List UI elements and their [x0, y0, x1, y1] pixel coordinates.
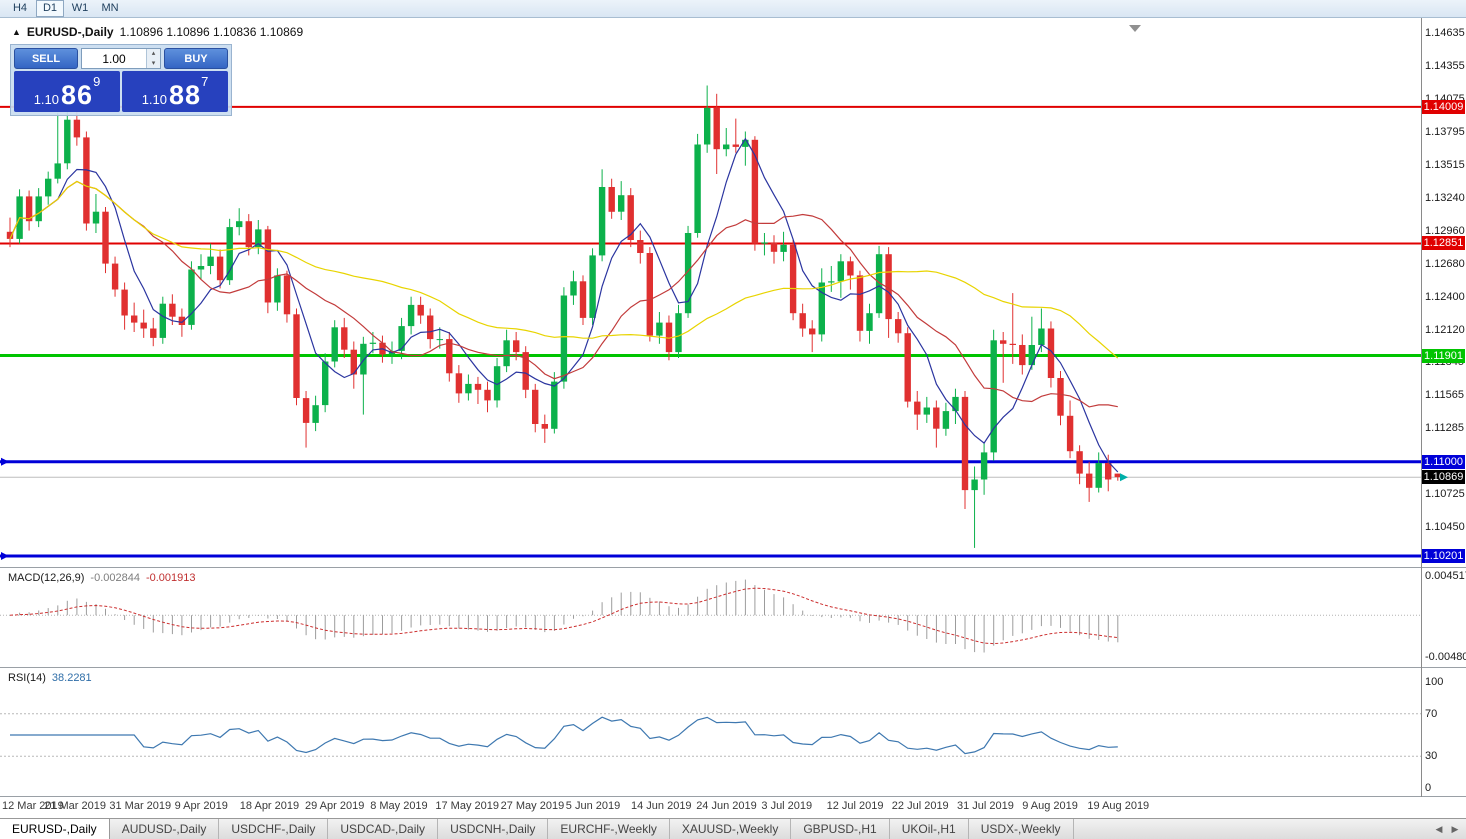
price-tick-label: 1.10725 — [1425, 488, 1465, 501]
buy-price-pip: 7 — [201, 74, 209, 89]
chart-tab-usdcnh-daily[interactable]: USDCNH-,Daily — [438, 819, 549, 839]
macd-indicator-chart[interactable] — [0, 568, 1421, 667]
chart-tab-audusd-daily[interactable]: AUDUSD-,Daily — [110, 819, 220, 839]
macd-axis-min-label: -0.004806 — [1425, 651, 1466, 663]
ohlc-values: 1.10896 1.10896 1.10836 1.10869 — [119, 25, 304, 39]
volume-box: ▴ ▾ — [81, 48, 161, 69]
panel-separator-rsi[interactable] — [0, 667, 1466, 668]
volume-input[interactable] — [82, 49, 146, 68]
rsi-label: RSI(14) 38.2281 — [8, 672, 92, 684]
rsi-indicator-chart[interactable] — [0, 668, 1421, 796]
buy-price-big: 88 — [169, 80, 202, 110]
level-price-label: 1.10201 — [1422, 549, 1465, 564]
timeframe-button-mn[interactable]: MN — [101, 2, 119, 14]
rsi-value: 38.2281 — [51, 672, 92, 684]
macd-main-value: -0.002844 — [90, 572, 140, 584]
chart-tab-ukoil-h1[interactable]: UKOil-,H1 — [890, 819, 969, 839]
price-tick-label: 1.14355 — [1425, 60, 1465, 73]
buy-button[interactable]: BUY — [164, 48, 228, 69]
price-tick-label: 1.13240 — [1425, 191, 1465, 204]
sell-price-big: 86 — [61, 80, 94, 110]
date-tick-label: 9 Apr 2019 — [174, 800, 228, 812]
price-tick-label: 1.12120 — [1425, 323, 1465, 336]
volume-decrease-button[interactable]: ▾ — [147, 58, 160, 68]
price-tick-label: 1.10450 — [1425, 520, 1465, 533]
date-tick-label: 8 May 2019 — [370, 800, 428, 812]
date-tick-label: 9 Aug 2019 — [1022, 800, 1078, 812]
panel-separator-macd[interactable] — [0, 567, 1466, 568]
buy-price-base: 1.10 — [141, 92, 168, 107]
timeframe-toolbar: H4 D1 W1 MN — [0, 0, 1466, 18]
date-tick-label: 31 Jul 2019 — [957, 800, 1014, 812]
panel-separator-dates — [0, 796, 1466, 797]
price-tick-label: 1.11285 — [1425, 422, 1464, 435]
date-tick-label: 12 Mar 2019 — [2, 800, 64, 812]
tabs-scroll-left-icon[interactable]: ◀ — [1435, 823, 1443, 834]
rsi-axis-label: 70 — [1425, 707, 1438, 720]
rsi-name: RSI(14) — [8, 672, 46, 684]
chart-tab-usdchf-daily[interactable]: USDCHF-,Daily — [219, 819, 329, 839]
date-tick-label: 31 Mar 2019 — [109, 800, 172, 812]
price-tick-label: 1.12680 — [1425, 257, 1465, 270]
sell-price-display[interactable]: 1.10 86 9 — [14, 71, 120, 112]
date-tick-label: 14 Jun 2019 — [631, 800, 692, 812]
timeframe-button-d1[interactable]: D1 — [36, 0, 64, 17]
timeframe-button-w1[interactable]: W1 — [71, 2, 89, 14]
timeframe-button-h4[interactable]: H4 — [12, 2, 28, 14]
date-tick-label: 19 Aug 2019 — [1087, 800, 1150, 812]
rsi-axis-label: 30 — [1425, 750, 1438, 763]
macd-label: MACD(12,26,9) -0.002844 -0.001913 — [8, 572, 196, 584]
date-tick-label: 12 Jul 2019 — [826, 800, 884, 812]
price-tick-label: 1.14635 — [1425, 27, 1465, 40]
price-tick-label: 1.12960 — [1425, 224, 1465, 237]
level-price-label: 1.11000 — [1422, 454, 1465, 469]
level-price-label: 1.12851 — [1422, 236, 1465, 251]
price-tick-label: 1.12400 — [1425, 290, 1465, 303]
chart-tab-gbpusd-h1[interactable]: GBPUSD-,H1 — [791, 819, 890, 839]
price-tick-label: 1.13795 — [1425, 126, 1465, 139]
date-tick-label: 29 Apr 2019 — [305, 800, 365, 812]
rsi-axis-label: 100 — [1425, 676, 1444, 688]
macd-axis-max-label: 0.004517 — [1425, 570, 1466, 582]
date-tick-label: 24 Jun 2019 — [696, 800, 757, 812]
symbol-period-label: EURUSD-,Daily — [26, 25, 114, 39]
sell-button[interactable]: SELL — [14, 48, 78, 69]
current-price-label: 1.10869 — [1422, 470, 1465, 485]
chart-tab-usdcad-daily[interactable]: USDCAD-,Daily — [328, 819, 439, 839]
price-tick-label: 1.13515 — [1425, 159, 1465, 172]
sell-price-base: 1.10 — [33, 92, 60, 107]
main-price-chart[interactable] — [0, 19, 1421, 567]
one-click-trading-panel: SELL ▴ ▾ BUY 1.10 86 9 1.10 88 7 — [10, 44, 232, 116]
sell-price-pip: 9 — [93, 74, 101, 89]
collapse-panel-icon[interactable]: ▲ — [12, 27, 21, 37]
date-axis[interactable]: 12 Mar 2019 21 Mar 2019 31 Mar 2019 9 Apr 2… — [0, 797, 1466, 817]
chart-tabs: EURUSD-,Daily AUDUSD-,Daily USDCHF-,Daily U… — [0, 819, 1074, 839]
level-price-label: 1.14009 — [1422, 99, 1465, 114]
date-tick-label: 3 Jul 2019 — [761, 800, 813, 812]
date-tick-label: 5 Jun 2019 — [565, 800, 621, 812]
date-tick-label: 18 Apr 2019 — [239, 800, 300, 812]
buy-price-display[interactable]: 1.10 88 7 — [122, 71, 228, 112]
rsi-axis-label: 0 — [1425, 782, 1432, 794]
chart-tab-usdx-weekly[interactable]: USDX-,Weekly — [969, 819, 1074, 839]
macd-name: MACD(12,26,9) — [8, 572, 85, 584]
macd-signal-value: -0.001913 — [145, 572, 196, 584]
chart-tab-bar: EURUSD-,Daily AUDUSD-,Daily USDCHF-,Daily U… — [0, 818, 1466, 839]
date-tick-label: 22 Jul 2019 — [891, 800, 949, 812]
tabs-scroll-right-icon[interactable]: ▶ — [1451, 823, 1459, 834]
level-price-label: 1.11901 — [1422, 348, 1465, 363]
date-tick-label: 17 May 2019 — [435, 800, 499, 812]
volume-increase-button[interactable]: ▴ — [147, 49, 160, 59]
chart-tab-eurusd-daily[interactable]: EURUSD-,Daily — [0, 819, 110, 839]
date-tick-label: 21 Mar 2019 — [44, 800, 106, 812]
chart-title: ▲ EURUSD-,Daily 1.10896 1.10896 1.10836 … — [12, 25, 303, 39]
price-tick-label: 1.11565 — [1425, 389, 1464, 402]
price-axis-border — [1421, 18, 1422, 797]
date-tick-label: 27 May 2019 — [500, 800, 565, 812]
chart-tab-eurchf-weekly[interactable]: EURCHF-,Weekly — [548, 819, 670, 839]
chart-tab-xauusd-weekly[interactable]: XAUUSD-,Weekly — [670, 819, 792, 839]
